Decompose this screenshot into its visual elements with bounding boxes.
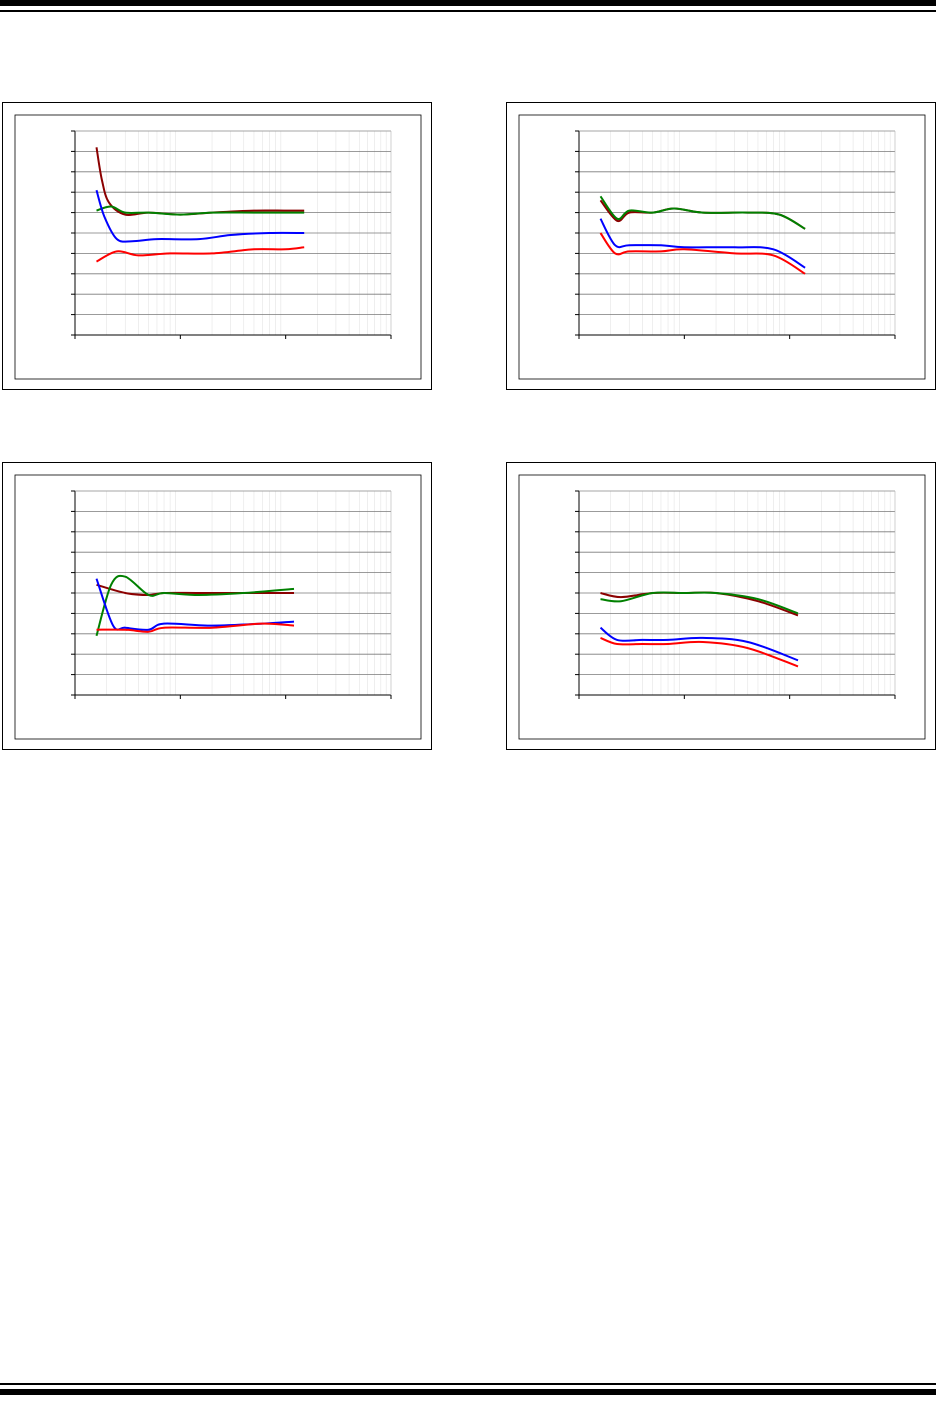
series-line-1 — [599, 199, 806, 230]
bottom-rule-thick — [0, 1389, 936, 1395]
series-line-4 — [599, 232, 806, 275]
top-rule-thin — [0, 10, 936, 12]
bottom-rule-thin — [0, 1383, 936, 1385]
chart-area-frame — [14, 474, 422, 740]
chart-area-frame — [518, 114, 926, 380]
series-line-2 — [95, 574, 295, 637]
chart-bottom-right — [518, 474, 926, 740]
figure-top-right — [506, 102, 936, 390]
plot-grid — [71, 490, 392, 699]
series-line-3 — [599, 218, 806, 269]
figure-bottom-right — [506, 462, 936, 750]
series-line-4 — [96, 246, 305, 263]
series-line-2 — [600, 591, 799, 615]
chart-area-frame — [518, 474, 926, 740]
series-line-4 — [600, 636, 799, 668]
top-rule-thick — [0, 0, 936, 6]
series-line-3 — [95, 578, 295, 631]
series-line-1 — [96, 583, 294, 597]
series-line-2 — [599, 195, 806, 230]
chart-top-left — [14, 114, 422, 380]
series-line-1 — [95, 147, 305, 217]
figure-top-left — [2, 102, 432, 390]
series-line-3 — [95, 189, 305, 243]
figure-bottom-left — [2, 462, 432, 750]
chart-area-frame — [14, 114, 422, 380]
series-line-2 — [96, 205, 305, 216]
chart-top-right — [518, 114, 926, 380]
series-line-3 — [599, 626, 799, 662]
series-line-4 — [96, 622, 295, 633]
series-line-1 — [600, 591, 799, 617]
plot-grid — [575, 130, 896, 339]
chart-bottom-left — [14, 474, 422, 740]
